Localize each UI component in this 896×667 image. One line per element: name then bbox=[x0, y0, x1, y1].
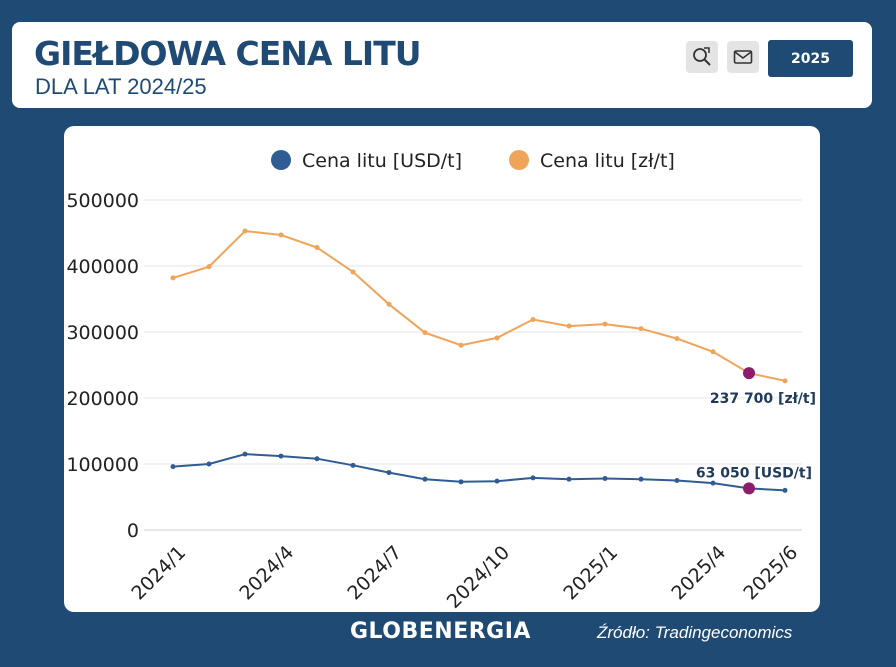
legend-marker bbox=[271, 150, 291, 170]
x-tick-label: 2024/1 bbox=[127, 542, 190, 605]
data-point bbox=[638, 476, 644, 482]
data-point bbox=[602, 321, 608, 327]
y-tick-label: 500000 bbox=[66, 190, 139, 212]
zoom-icon bbox=[693, 47, 711, 66]
source-text: Źródło: Tradingeconomics bbox=[597, 623, 793, 642]
data-label: 63 050 [USD/t] bbox=[696, 465, 812, 481]
x-tick-label: 2024/7 bbox=[343, 542, 406, 605]
x-tick-label: 2024/10 bbox=[443, 542, 514, 612]
data-point bbox=[242, 228, 248, 234]
data-point bbox=[710, 349, 716, 355]
lithium-price-chart: 0 100000 200000 300000 400000 500000 2024/1 202… bbox=[66, 150, 816, 612]
y-tick-label: 400000 bbox=[66, 256, 139, 278]
data-point bbox=[782, 378, 788, 384]
zoom-button[interactable] bbox=[686, 41, 718, 73]
highlight-point bbox=[743, 367, 755, 380]
data-label: 237 700 [zł/t] bbox=[710, 391, 816, 407]
chart-card: 0 100000 200000 300000 400000 500000 2024/1 202… bbox=[64, 126, 820, 612]
data-point bbox=[350, 462, 356, 468]
legend-label: Cena litu [USD/t] bbox=[302, 150, 462, 172]
page-subtitle: DLA LAT 2024/25 bbox=[35, 74, 207, 99]
data-point bbox=[386, 470, 392, 476]
y-tick-label: 0 bbox=[127, 520, 139, 542]
mail-icon bbox=[733, 50, 753, 64]
data-point bbox=[206, 264, 212, 270]
data-point bbox=[530, 475, 536, 481]
data-point bbox=[638, 326, 644, 332]
data-point bbox=[242, 451, 248, 457]
data-point bbox=[314, 245, 320, 251]
header-panel: GIEŁDOWA CENA LITU DLA LAT 2024/25 2025 bbox=[12, 22, 872, 108]
highlight-point bbox=[743, 482, 755, 495]
data-point bbox=[566, 476, 572, 482]
mail-button[interactable] bbox=[727, 41, 759, 73]
data-point bbox=[278, 453, 284, 459]
x-tick-label: 2025/1 bbox=[559, 542, 622, 605]
data-point bbox=[386, 301, 392, 307]
data-point bbox=[170, 464, 176, 470]
data-point bbox=[422, 330, 428, 336]
y-tick-label: 300000 bbox=[66, 322, 139, 344]
data-point bbox=[494, 478, 500, 484]
data-point bbox=[674, 336, 680, 342]
data-point bbox=[530, 316, 536, 322]
legend-marker bbox=[509, 150, 529, 170]
page-title: GIEŁDOWA CENA LITU bbox=[34, 34, 422, 73]
data-point bbox=[458, 479, 464, 485]
y-tick-label: 100000 bbox=[66, 454, 139, 476]
data-point bbox=[710, 480, 716, 486]
data-point bbox=[782, 487, 788, 493]
data-point bbox=[566, 323, 572, 329]
x-tick-label: 2025/6 bbox=[739, 542, 802, 605]
data-point bbox=[170, 275, 176, 281]
legend-label: Cena litu [zł/t] bbox=[540, 150, 675, 172]
data-point bbox=[350, 269, 356, 275]
x-tick-label: 2025/4 bbox=[667, 542, 730, 605]
series-line bbox=[172, 229, 786, 382]
data-point bbox=[458, 342, 464, 348]
data-point bbox=[314, 456, 320, 462]
year-2025-button[interactable]: 2025 bbox=[768, 40, 853, 77]
data-point bbox=[674, 478, 680, 483]
data-point bbox=[206, 461, 212, 467]
data-point bbox=[602, 476, 608, 482]
data-point bbox=[422, 476, 428, 482]
y-tick-label: 200000 bbox=[66, 388, 139, 410]
series-line bbox=[172, 453, 786, 492]
data-point bbox=[494, 335, 500, 341]
globenergia-logo: GLOBENERGIA bbox=[350, 619, 531, 644]
data-point bbox=[278, 232, 284, 238]
x-tick-label: 2024/4 bbox=[235, 542, 298, 605]
